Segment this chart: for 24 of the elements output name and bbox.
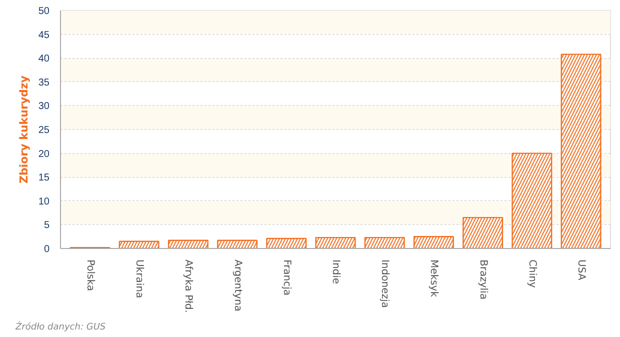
y-tick-label: 35: [38, 77, 50, 88]
x-tick-label: Ukraina: [134, 260, 145, 298]
y-tick-label: 30: [38, 101, 50, 112]
y-tick-label: 15: [38, 172, 50, 184]
y-tick-label: 5: [44, 220, 50, 232]
x-tick-label: Indonezja: [379, 260, 390, 308]
x-tick-label: Polska: [84, 260, 96, 292]
x-tick-label: Meksyk: [428, 260, 440, 298]
x-tick-label: USA: [576, 260, 587, 280]
x-tick-label: Indie: [330, 260, 341, 284]
y-tick-label: 0: [44, 244, 50, 255]
y-axis-title: Zbiory kukurydzy: [17, 76, 30, 184]
y-tick-label: 20: [38, 148, 50, 160]
x-tick-label: Chiny: [526, 260, 538, 288]
text: Źródło danych: GUS: [14, 320, 106, 332]
y-tick-label: 40: [38, 54, 50, 65]
x-tick-label: Afryka Płd.: [182, 260, 194, 313]
y-tick-label: 50: [38, 6, 50, 17]
y-tick-label: 45: [38, 30, 50, 41]
x-tick-label: Brazylia: [477, 260, 488, 300]
x-tick-label: Argentyna: [232, 260, 243, 312]
y-tick-label: 10: [38, 196, 50, 208]
x-tick-label: Francja: [280, 260, 292, 296]
y-tick-label: 25: [38, 125, 50, 136]
